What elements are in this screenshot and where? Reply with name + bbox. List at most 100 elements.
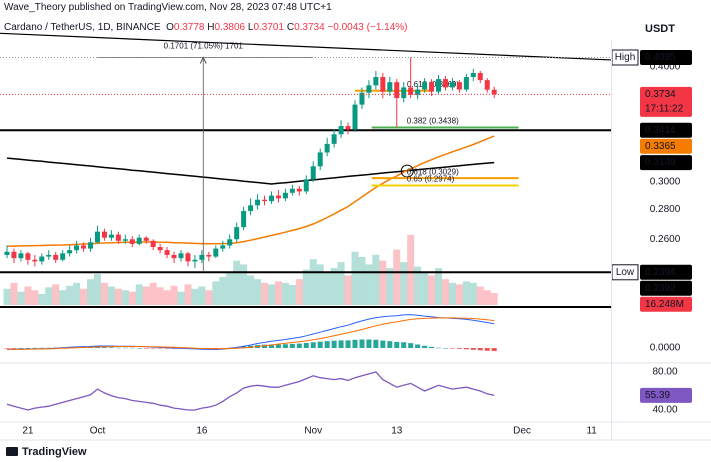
macd-histogram [352, 339, 358, 349]
macd-histogram [380, 340, 386, 349]
macd-histogram [373, 339, 379, 349]
volume-bar [149, 282, 157, 305]
macd-histogram [268, 344, 274, 349]
price-badge [640, 86, 692, 117]
volume-bar [219, 276, 227, 305]
candle-body [449, 82, 455, 88]
publisher: Wave_Theory published on TradingView.com… [4, 2, 332, 13]
y-tick-label: 0.3000 [650, 177, 681, 188]
macd-histogram [122, 347, 128, 349]
candle-body [331, 134, 337, 144]
volume-bar [24, 286, 32, 305]
candle-body [39, 256, 45, 262]
candle-body [296, 188, 302, 192]
macd-histogram [484, 348, 490, 351]
macd-histogram [359, 339, 365, 349]
volume-bar [10, 282, 18, 305]
candle-body [11, 251, 17, 259]
candle-body [157, 247, 163, 251]
price-badge [640, 264, 692, 280]
ohlc-name: H [207, 22, 215, 33]
macd-histogram [32, 347, 38, 349]
candle-body [122, 239, 128, 241]
macd-histogram [220, 348, 226, 349]
symbol-legend: Cardano / TetherUS, 1D, BINANCE O0.3778 … [4, 22, 408, 33]
price-badge [640, 280, 692, 296]
candle-body [185, 253, 191, 262]
x-tick-label: 11 [586, 426, 597, 437]
macd-tick-label: 0.0000 [650, 343, 681, 354]
macd-histogram [94, 347, 100, 349]
candle-body [373, 77, 379, 86]
price-badge-text: 0.3734 [645, 89, 676, 100]
macd-histogram [46, 347, 52, 349]
fib-label: 0.65 (0.2974) [407, 175, 455, 184]
candle-body [394, 82, 400, 99]
macd-histogram [345, 340, 351, 349]
volume-bar [198, 286, 206, 305]
candle-body [422, 82, 428, 90]
price-badge [640, 155, 692, 171]
candle-body [199, 254, 205, 260]
fib-label: 0.382 (0.3438) [407, 117, 459, 126]
candle-body [317, 152, 323, 167]
x-tick-label: 13 [391, 426, 403, 437]
candle-body [101, 231, 107, 238]
candle-body [345, 126, 351, 130]
price-badge-text: 55.39 [645, 390, 670, 401]
y-tick-label: 0.2600 [650, 234, 681, 245]
candle-body [4, 251, 10, 255]
candle-body [227, 239, 233, 246]
volume-bar [184, 284, 192, 305]
candle-body [143, 237, 149, 241]
macd-histogram [303, 342, 309, 349]
candle-body [171, 254, 177, 259]
y-tick-label: 0.4000 [650, 62, 681, 73]
candle-body [456, 82, 462, 90]
ohlc-name: O [166, 22, 174, 33]
volume-bar [66, 285, 74, 305]
macd-histogram [108, 347, 114, 349]
volume-bar [421, 271, 429, 305]
candle-body [129, 239, 135, 244]
price-badge-text: 0.3149 [645, 157, 676, 168]
trend-line [0, 32, 612, 61]
volume-bar [212, 281, 220, 305]
volume-bar [309, 259, 317, 305]
volume-bar [414, 266, 422, 305]
candle-body [46, 254, 52, 257]
macd-histogram [157, 348, 163, 349]
macd-histogram [449, 348, 455, 349]
candle-body [429, 82, 435, 92]
macd-histogram [25, 348, 31, 349]
volume-bar [323, 271, 331, 305]
volume-bar [344, 275, 352, 305]
x-tick-label: 16 [196, 426, 208, 437]
volume-bar [407, 234, 415, 305]
macd-histogram [463, 348, 469, 350]
volume-bar [107, 286, 115, 305]
volume-bar [247, 275, 255, 305]
volume-bar [393, 249, 401, 305]
macd-histogram [491, 348, 497, 352]
candle-body [470, 72, 476, 78]
volume-bar [128, 291, 136, 305]
volume-bar [483, 290, 491, 305]
candle-body [136, 237, 142, 244]
ohlc-name: C [286, 22, 295, 33]
volume-bar [428, 275, 436, 305]
candle-body [324, 143, 330, 153]
candle-body [178, 253, 184, 259]
ohlc-value: 0.3778 [173, 22, 205, 33]
ohlc-name: L [247, 22, 254, 33]
candle-body [213, 248, 219, 257]
candle-body [150, 240, 156, 248]
change: −0.0043 [327, 22, 364, 33]
volume-bar [142, 286, 150, 305]
macd-histogram [282, 344, 288, 349]
volume-bar [351, 251, 359, 305]
cross-marker [400, 164, 414, 178]
volume-bar [330, 268, 338, 305]
candle-body [310, 166, 316, 180]
